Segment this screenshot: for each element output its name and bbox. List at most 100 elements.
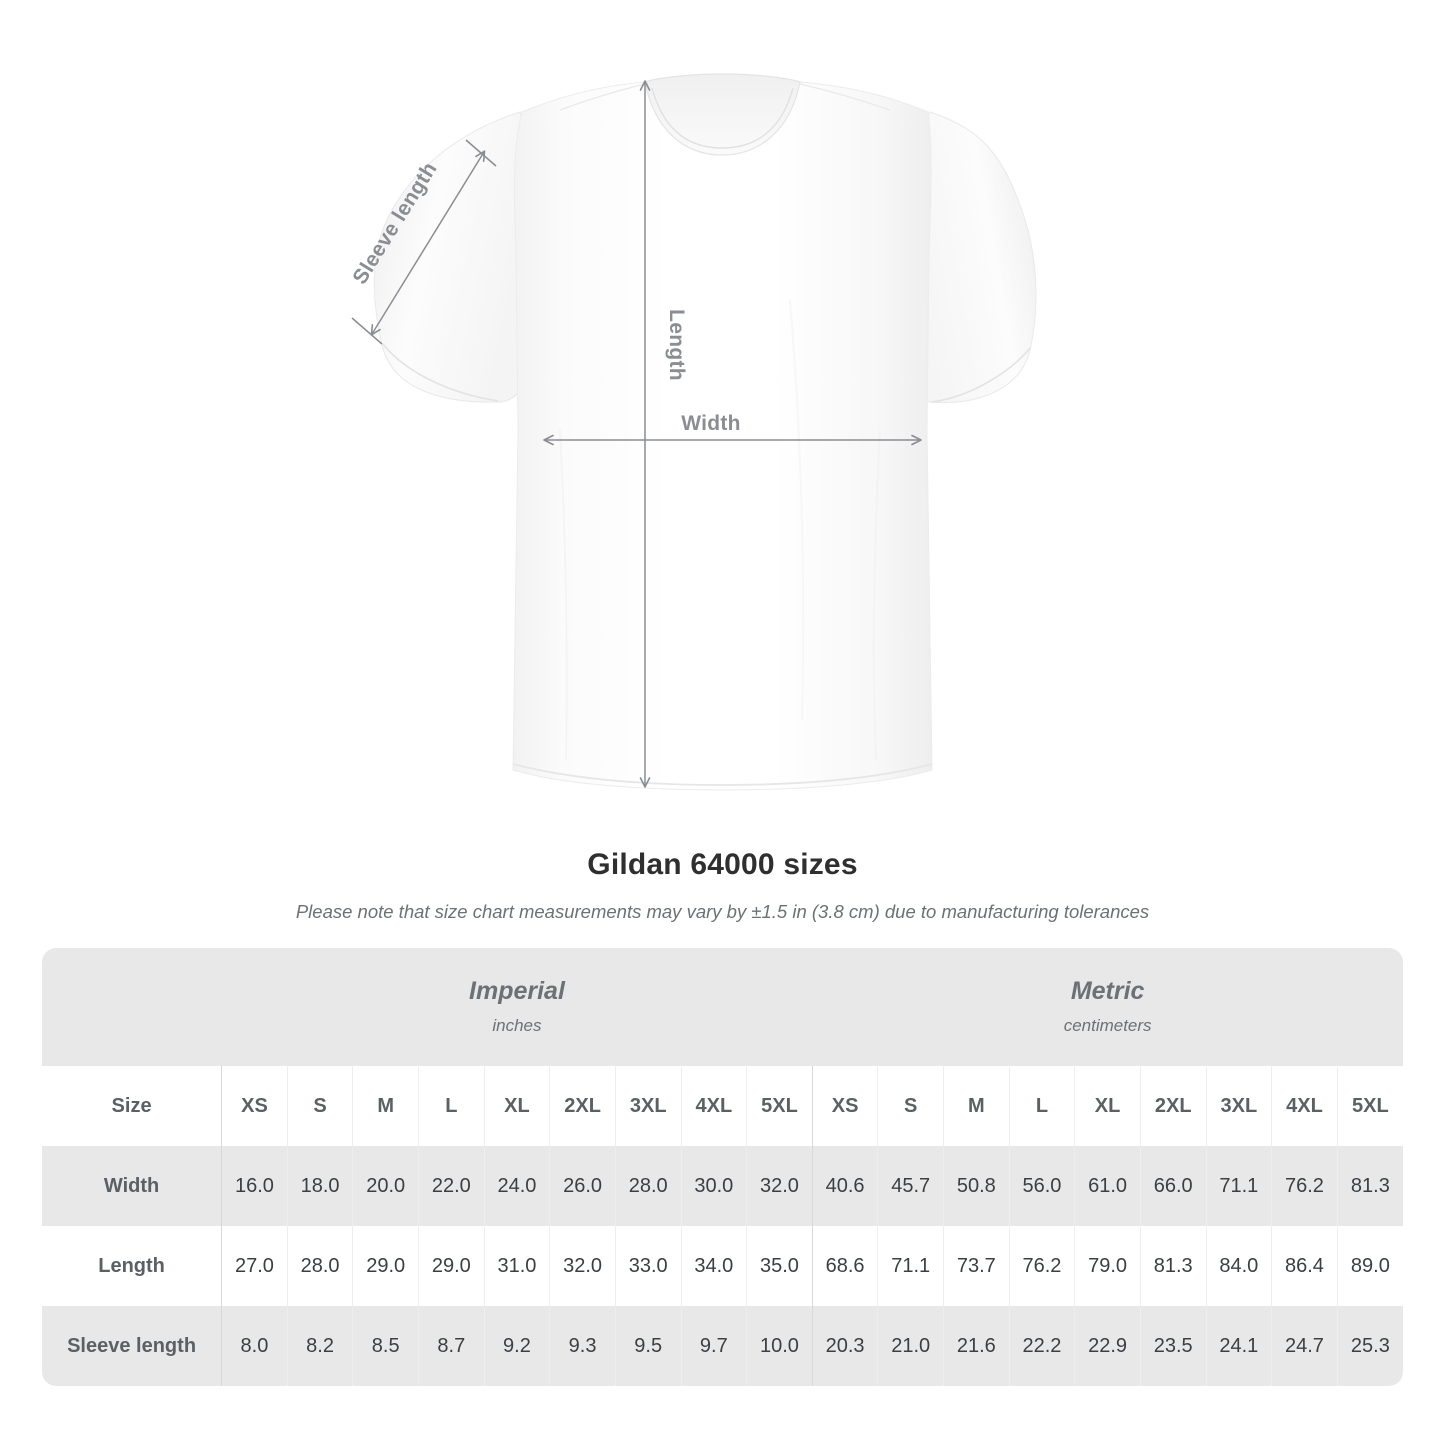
cell-metric-size-3xl: 3XL bbox=[1205, 1066, 1272, 1146]
cell-metric-length-l: 76.2 bbox=[1008, 1226, 1075, 1306]
cell-metric-width-2xl: 66.0 bbox=[1139, 1146, 1207, 1226]
collar bbox=[644, 73, 801, 156]
cell-metric-width-s: 45.7 bbox=[877, 1146, 944, 1226]
title-block: Gildan 64000 sizes Please note that size… bbox=[0, 845, 1445, 925]
cell-imperial-length-xl: 31.0 bbox=[483, 1226, 550, 1306]
cell-metric-size-m: M bbox=[943, 1066, 1010, 1146]
cell-imperial-sleeve-length-l: 8.7 bbox=[418, 1306, 485, 1386]
cell-metric-width-4xl: 76.2 bbox=[1271, 1146, 1338, 1226]
cell-metric-size-4xl: 4XL bbox=[1271, 1066, 1338, 1146]
cell-imperial-length-xs: 27.0 bbox=[221, 1226, 288, 1306]
cell-imperial-width-xl: 24.0 bbox=[483, 1146, 550, 1226]
right-sleeve-hem bbox=[931, 347, 1031, 403]
cell-imperial-size-m: M bbox=[352, 1066, 419, 1146]
cell-metric-size-2xl: 2XL bbox=[1139, 1066, 1207, 1146]
cell-metric-sleeve-length-l: 22.2 bbox=[1008, 1306, 1075, 1386]
cell-imperial-length-m: 29.0 bbox=[352, 1226, 419, 1306]
cell-metric-size-xl: XL bbox=[1074, 1066, 1141, 1146]
cell-metric-length-s: 71.1 bbox=[877, 1226, 944, 1306]
table-row: Size XS S M L XL 2XL 3XL 4XL 5XL XS S M L XL 2XL 3XL 4XL 5… bbox=[42, 1066, 1403, 1146]
sleeve-length-arrow bbox=[370, 150, 486, 336]
cell-metric-length-xs: 68.6 bbox=[811, 1226, 878, 1306]
cell-metric-length-2xl: 81.3 bbox=[1139, 1226, 1207, 1306]
cell-imperial-sleeve-length-5xl: 10.0 bbox=[746, 1306, 813, 1386]
cell-metric-sleeve-length-2xl: 23.5 bbox=[1139, 1306, 1207, 1386]
cell-metric-width-xs: 40.6 bbox=[811, 1146, 878, 1226]
cell-metric-length-4xl: 86.4 bbox=[1271, 1226, 1338, 1306]
cell-imperial-size-l: L bbox=[418, 1066, 485, 1146]
cell-imperial-size-5xl: 5XL bbox=[746, 1066, 813, 1146]
row-header-length: Length bbox=[42, 1226, 222, 1306]
table-row: Length 27.0 28.0 29.0 29.0 31.0 32.0 33.0 34.0 35… bbox=[42, 1226, 1403, 1306]
left-sleeve-hem bbox=[382, 343, 499, 402]
cell-metric-width-m: 50.8 bbox=[943, 1146, 1010, 1226]
cell-imperial-length-s: 28.0 bbox=[286, 1226, 353, 1306]
cell-metric-length-3xl: 84.0 bbox=[1205, 1226, 1272, 1306]
cell-imperial-sleeve-length-xl: 9.2 bbox=[483, 1306, 550, 1386]
cell-metric-size-5xl: 5XL bbox=[1336, 1066, 1403, 1146]
unit-header-imperial-sub: inches bbox=[492, 1016, 542, 1035]
cell-metric-sleeve-length-m: 21.6 bbox=[943, 1306, 1010, 1386]
unit-header-imperial-name: Imperial bbox=[469, 977, 565, 1005]
sleeve-length-tick-bottom bbox=[351, 317, 383, 345]
cell-imperial-size-s: S bbox=[286, 1066, 353, 1146]
cell-metric-size-s: S bbox=[877, 1066, 944, 1146]
cell-imperial-size-xl: XL bbox=[483, 1066, 550, 1146]
collar-inner-line bbox=[651, 87, 794, 149]
cell-metric-width-l: 56.0 bbox=[1008, 1146, 1075, 1226]
cell-imperial-sleeve-length-m: 8.5 bbox=[352, 1306, 419, 1386]
row-header-sleeve-length: Sleeve length bbox=[42, 1306, 222, 1386]
cell-metric-sleeve-length-xs: 20.3 bbox=[811, 1306, 878, 1386]
unit-header-imperial: Imperial inches bbox=[221, 948, 813, 1066]
unit-header-metric-name: Metric bbox=[1070, 977, 1145, 1005]
size-chart-table-container: Imperial inches Metric centimeters Size XS S M L… bbox=[42, 948, 1403, 1386]
cell-imperial-size-xs: XS bbox=[221, 1066, 288, 1146]
cell-metric-size-l: L bbox=[1008, 1066, 1075, 1146]
cell-metric-length-5xl: 89.0 bbox=[1336, 1226, 1403, 1306]
cell-metric-sleeve-length-3xl: 24.1 bbox=[1205, 1306, 1272, 1386]
fabric-fold-2 bbox=[872, 429, 881, 761]
unit-header-corner bbox=[42, 948, 222, 1066]
cell-metric-sleeve-length-5xl: 25.3 bbox=[1336, 1306, 1403, 1386]
page-title: Gildan 64000 sizes bbox=[587, 848, 858, 881]
width-label: Width bbox=[681, 412, 741, 435]
table-row: Sleeve length 8.0 8.2 8.5 8.7 9.2 9.3 9.5 9.7 10.… bbox=[42, 1306, 1403, 1386]
fabric-fold-3 bbox=[789, 299, 805, 721]
cell-imperial-sleeve-length-2xl: 9.3 bbox=[549, 1306, 616, 1386]
cell-imperial-length-2xl: 32.0 bbox=[549, 1226, 616, 1306]
cell-imperial-sleeve-length-xs: 8.0 bbox=[221, 1306, 288, 1386]
cell-imperial-size-2xl: 2XL bbox=[549, 1066, 616, 1146]
cell-imperial-sleeve-length-s: 8.2 bbox=[286, 1306, 353, 1386]
cell-metric-sleeve-length-s: 21.0 bbox=[877, 1306, 944, 1386]
cell-metric-width-3xl: 71.1 bbox=[1205, 1146, 1272, 1226]
length-dimension: Length bbox=[639, 80, 688, 788]
size-chart-table: Imperial inches Metric centimeters Size XS S M L… bbox=[42, 948, 1403, 1386]
cell-imperial-sleeve-length-4xl: 9.7 bbox=[680, 1306, 747, 1386]
cell-imperial-size-4xl: 4XL bbox=[680, 1066, 747, 1146]
cell-metric-width-5xl: 81.3 bbox=[1336, 1146, 1403, 1226]
cell-metric-sleeve-length-xl: 22.9 bbox=[1074, 1306, 1141, 1386]
width-dimension: Width bbox=[543, 412, 922, 446]
cell-imperial-width-5xl: 32.0 bbox=[746, 1146, 813, 1226]
cell-imperial-length-l: 29.0 bbox=[418, 1226, 485, 1306]
cell-imperial-length-5xl: 35.0 bbox=[746, 1226, 813, 1306]
cell-imperial-width-2xl: 26.0 bbox=[549, 1146, 616, 1226]
cell-imperial-width-m: 20.0 bbox=[352, 1146, 419, 1226]
cell-metric-sleeve-length-4xl: 24.7 bbox=[1271, 1306, 1338, 1386]
length-label: Length bbox=[665, 309, 688, 381]
cell-metric-width-xl: 61.0 bbox=[1074, 1146, 1141, 1226]
table-row: Width 16.0 18.0 20.0 22.0 24.0 26.0 28.0 30.0 32.… bbox=[42, 1146, 1403, 1226]
unit-header-metric-sub: centimeters bbox=[1063, 1016, 1152, 1035]
cell-imperial-width-s: 18.0 bbox=[286, 1146, 353, 1226]
bottom-hem bbox=[512, 763, 933, 786]
cell-imperial-width-3xl: 28.0 bbox=[614, 1146, 682, 1226]
cell-metric-length-m: 73.7 bbox=[943, 1226, 1010, 1306]
row-header-width: Width bbox=[42, 1146, 222, 1226]
cell-metric-length-xl: 79.0 bbox=[1074, 1226, 1141, 1306]
fabric-fold-1 bbox=[559, 429, 568, 761]
row-header-size: Size bbox=[42, 1066, 222, 1146]
tshirt-body bbox=[512, 81, 933, 791]
cell-imperial-sleeve-length-3xl: 9.5 bbox=[614, 1306, 682, 1386]
shoulder-seam-left bbox=[559, 83, 646, 111]
unit-header-metric: Metric centimeters bbox=[812, 948, 1403, 1066]
